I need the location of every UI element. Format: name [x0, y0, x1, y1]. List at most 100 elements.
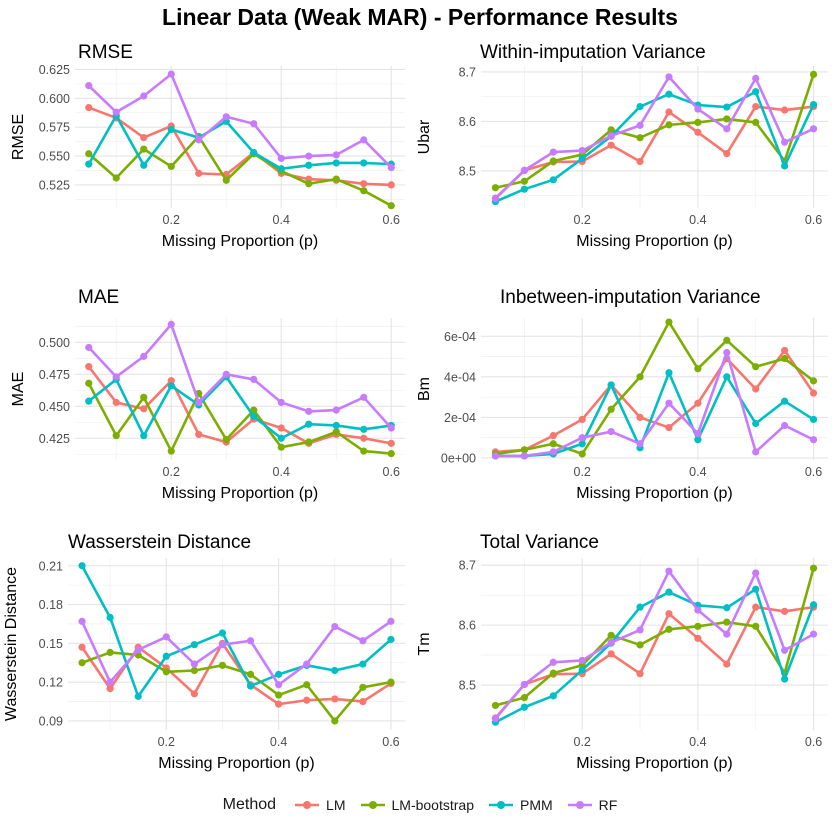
chart-panel: 0.2 0.4 0.6 0e+00 2e-04 4e-04 6e-04 Inbetween-i…	[416, 287, 828, 502]
series-line	[80, 620, 393, 687]
data-point	[549, 669, 557, 677]
data-point	[752, 363, 760, 371]
data-point	[112, 398, 120, 407]
data-point	[491, 715, 500, 723]
data-point	[277, 424, 285, 432]
series-line	[87, 135, 393, 207]
page-title: Linear Data (Weak MAR) - Performance Res…	[162, 4, 678, 30]
series-line	[494, 349, 815, 454]
data-point	[134, 646, 142, 654]
data-point	[332, 406, 340, 414]
y-tick-label: 0.09	[39, 714, 63, 728]
data-point	[578, 440, 586, 448]
legend-item: LM-bootstrap	[360, 797, 474, 813]
data-point	[607, 381, 615, 389]
data-point	[809, 415, 818, 424]
legend-key-point	[303, 801, 312, 809]
data-point	[359, 683, 367, 691]
y-tick-label: 8.7	[459, 65, 476, 79]
series-line	[494, 351, 815, 458]
chart-panel: 0.2 0.4 0.6 0.09 0.12 0.15 0.18 0.21 Wasserstein…	[3, 532, 405, 772]
data-point	[636, 121, 644, 129]
data-point	[549, 448, 557, 456]
data-point	[520, 166, 528, 174]
data-point	[140, 133, 148, 142]
x-tick-label: 0.6	[383, 213, 400, 227]
data-point	[275, 700, 283, 708]
data-point	[781, 162, 789, 170]
data-point	[359, 660, 367, 668]
data-point	[694, 399, 702, 407]
data-point	[694, 365, 702, 373]
data-point	[250, 148, 258, 157]
data-point	[578, 147, 586, 155]
data-point	[752, 102, 760, 111]
y-axis-label: RMSE	[10, 114, 27, 160]
x-tick-label: 0.2	[574, 735, 591, 749]
data-point	[85, 150, 93, 158]
y-tick-label: 2e-04	[444, 411, 476, 425]
series-line	[494, 371, 815, 458]
data-point	[723, 336, 731, 344]
data-point	[694, 606, 702, 614]
data-point	[636, 373, 644, 381]
data-point	[607, 126, 615, 134]
data-point	[140, 92, 148, 100]
data-point	[360, 159, 368, 167]
data-point	[332, 151, 340, 159]
data-point	[520, 185, 528, 193]
data-point	[222, 370, 230, 378]
data-point	[162, 668, 170, 676]
data-point	[694, 105, 702, 113]
panel-title: Wasserstein Distance	[68, 532, 251, 553]
data-point	[578, 666, 586, 674]
series-line	[494, 75, 815, 200]
data-point	[723, 660, 731, 668]
data-point	[218, 641, 227, 649]
data-point	[665, 90, 673, 98]
panel-title: MAE	[78, 287, 119, 308]
data-point	[277, 434, 285, 442]
y-axis-label: MAE	[10, 372, 27, 407]
legend-label: LM-bootstrap	[391, 797, 474, 813]
data-point	[167, 320, 175, 328]
data-point	[140, 161, 148, 169]
data-point	[549, 432, 557, 440]
data-point	[277, 165, 285, 173]
data-point	[195, 136, 203, 144]
data-point	[607, 650, 615, 658]
x-axis-label: Missing Proportion (p)	[162, 485, 319, 502]
data-point	[549, 148, 557, 156]
data-point	[723, 125, 731, 133]
data-point	[723, 115, 731, 123]
data-point	[85, 397, 93, 405]
series-line	[87, 114, 393, 171]
legend-key	[295, 801, 320, 809]
x-axis-label: Missing Proportion (p)	[158, 755, 315, 772]
data-point	[360, 447, 368, 455]
panel-title: Inbetween-imputation Variance	[500, 287, 761, 308]
data-point	[636, 413, 644, 421]
data-point	[809, 436, 818, 444]
y-tick-label: 0e+00	[441, 451, 476, 465]
data-point	[809, 70, 818, 79]
data-point	[305, 438, 313, 446]
data-point	[246, 682, 255, 690]
y-tick-label: 0.500	[39, 336, 70, 350]
data-point	[752, 585, 760, 593]
data-point	[578, 434, 586, 442]
data-point	[665, 610, 673, 618]
data-point	[359, 637, 367, 645]
data-point	[275, 670, 283, 678]
data-point	[781, 675, 789, 683]
data-point	[167, 125, 175, 134]
data-point	[809, 601, 818, 609]
data-point	[303, 660, 311, 668]
data-point	[195, 430, 203, 439]
data-point	[520, 694, 528, 702]
data-point	[636, 626, 644, 634]
data-point	[781, 106, 789, 114]
data-point	[305, 152, 313, 160]
series-line	[87, 72, 393, 169]
data-point	[578, 415, 586, 424]
